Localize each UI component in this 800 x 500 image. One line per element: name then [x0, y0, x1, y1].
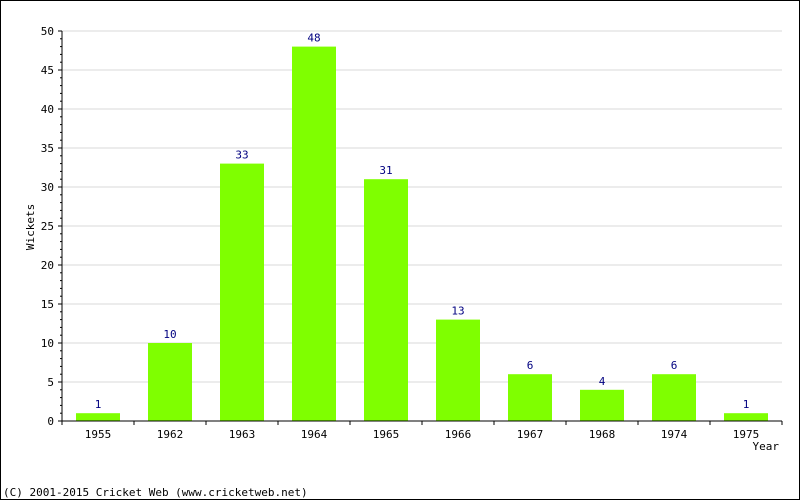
- data-label: 1: [95, 398, 102, 411]
- x-tick-label: 1955: [85, 428, 112, 441]
- x-axis-label: Year: [753, 440, 780, 453]
- data-labels: 1 10 33 48 31 13 6 4 6 1: [95, 32, 750, 412]
- x-tick-label: 1967: [517, 428, 544, 441]
- data-label: 13: [451, 305, 464, 318]
- bar: [364, 179, 408, 421]
- y-tick-label: 15: [41, 298, 54, 311]
- x-tick-label: 1974: [661, 428, 688, 441]
- y-tick-label: 10: [41, 337, 54, 350]
- bar: [220, 163, 264, 421]
- bar: [580, 389, 624, 421]
- x-tick-label: 1965: [373, 428, 400, 441]
- y-tick-label: 40: [41, 103, 54, 116]
- bar: [436, 319, 480, 421]
- x-tick-label: 1966: [445, 428, 472, 441]
- y-axis-label: Wickets: [24, 204, 37, 250]
- data-label: 10: [163, 328, 176, 341]
- data-label: 6: [671, 359, 678, 372]
- bar: [76, 413, 120, 421]
- y-tick-label: 30: [41, 181, 54, 194]
- y-tick-label: 5: [47, 376, 54, 389]
- y-tick-labels: 0 5 10 15 20 25 30 35 40 45 50: [41, 25, 54, 428]
- copyright-notice: (C) 2001-2015 Cricket Web (www.cricketwe…: [3, 486, 308, 499]
- data-label: 1: [743, 398, 750, 411]
- x-tick-label: 1963: [229, 428, 256, 441]
- x-tick-label: 1964: [301, 428, 328, 441]
- bar: [148, 343, 192, 421]
- data-label: 6: [527, 359, 534, 372]
- x-tick-label: 1968: [589, 428, 616, 441]
- y-tick-label: 25: [41, 220, 54, 233]
- bars: [76, 46, 768, 421]
- data-label: 33: [235, 149, 248, 162]
- y-tick-label: 50: [41, 25, 54, 38]
- bar: [508, 374, 552, 421]
- data-label: 31: [379, 164, 392, 177]
- y-tick-label: 20: [41, 259, 54, 272]
- y-tick-label: 45: [41, 64, 54, 77]
- bar: [724, 413, 768, 421]
- data-label: 48: [307, 32, 320, 45]
- x-tick-labels: 1955 1962 1963 1964 1965 1966 1967 1968 1974 1975: [85, 428, 760, 441]
- x-tick-label: 1962: [157, 428, 184, 441]
- bar: [292, 46, 336, 421]
- y-tick-label: 0: [47, 415, 54, 428]
- axes: [58, 30, 783, 425]
- data-label: 4: [599, 375, 606, 388]
- y-tick-label: 35: [41, 142, 54, 155]
- x-tick-label: 1975: [733, 428, 760, 441]
- bar: [652, 374, 696, 421]
